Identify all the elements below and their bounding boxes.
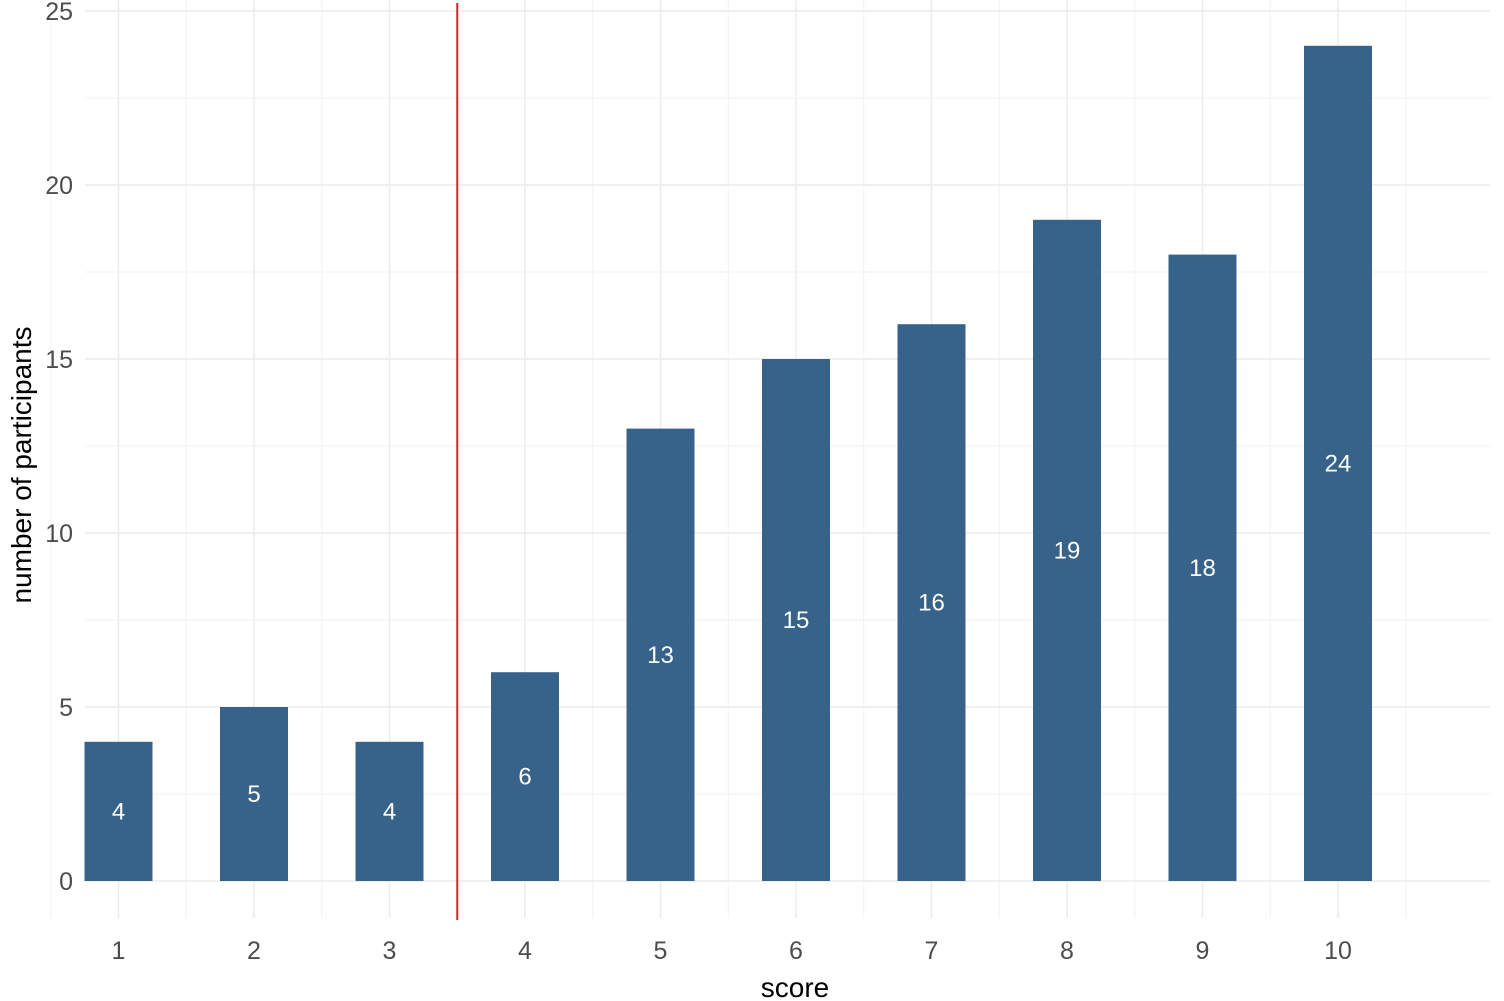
y-tick-label: 0 [59, 868, 73, 896]
bar [1304, 45, 1372, 882]
y-tick-label: 15 [45, 346, 73, 374]
bar-value-label: 16 [918, 590, 945, 617]
bar [491, 672, 559, 881]
y-tick-label: 25 [45, 0, 73, 26]
bar-value-label: 18 [1189, 555, 1216, 582]
bar-value-label: 13 [647, 642, 674, 669]
bar [355, 741, 424, 881]
y-tick-label: 10 [45, 520, 73, 548]
bar-value-label: 4 [383, 798, 396, 825]
x-tick-label: 2 [247, 937, 261, 965]
bar [762, 359, 830, 881]
bar-value-label: 15 [783, 607, 810, 634]
x-tick-label: 3 [383, 937, 397, 965]
bar [1033, 219, 1101, 882]
x-axis-title: score [761, 972, 829, 1001]
y-axis-title: number of participants [6, 326, 37, 603]
x-tick-label: 9 [1196, 937, 1210, 965]
y-tick-label: 5 [59, 694, 73, 722]
bar [220, 707, 288, 881]
x-tick-label: 6 [789, 937, 803, 965]
bar-value-label: 5 [247, 781, 260, 808]
x-tick-label: 1 [112, 937, 126, 965]
bar-value-label: 6 [518, 764, 531, 791]
x-tick-label: 8 [1060, 937, 1074, 965]
x-axis-ticks: 1 2 3 4 5 6 7 8 9 10 [112, 937, 1352, 965]
bars [84, 45, 1372, 882]
bar-labels: 4 5 4 6 13 15 16 19 18 24 [112, 450, 1352, 825]
y-axis-ticks: 0 5 10 15 20 25 [45, 0, 73, 896]
bar [1168, 254, 1237, 882]
bar-value-label: 4 [112, 798, 125, 825]
x-tick-label: 7 [925, 937, 939, 965]
bar-value-label: 24 [1325, 450, 1352, 477]
bar [626, 428, 695, 881]
x-tick-label: 10 [1324, 937, 1352, 965]
x-tick-label: 4 [518, 937, 532, 965]
bar [897, 324, 966, 881]
x-tick-label: 5 [654, 937, 668, 965]
y-tick-label: 20 [45, 172, 73, 200]
bar-value-label: 19 [1054, 537, 1081, 564]
bar [84, 741, 153, 881]
